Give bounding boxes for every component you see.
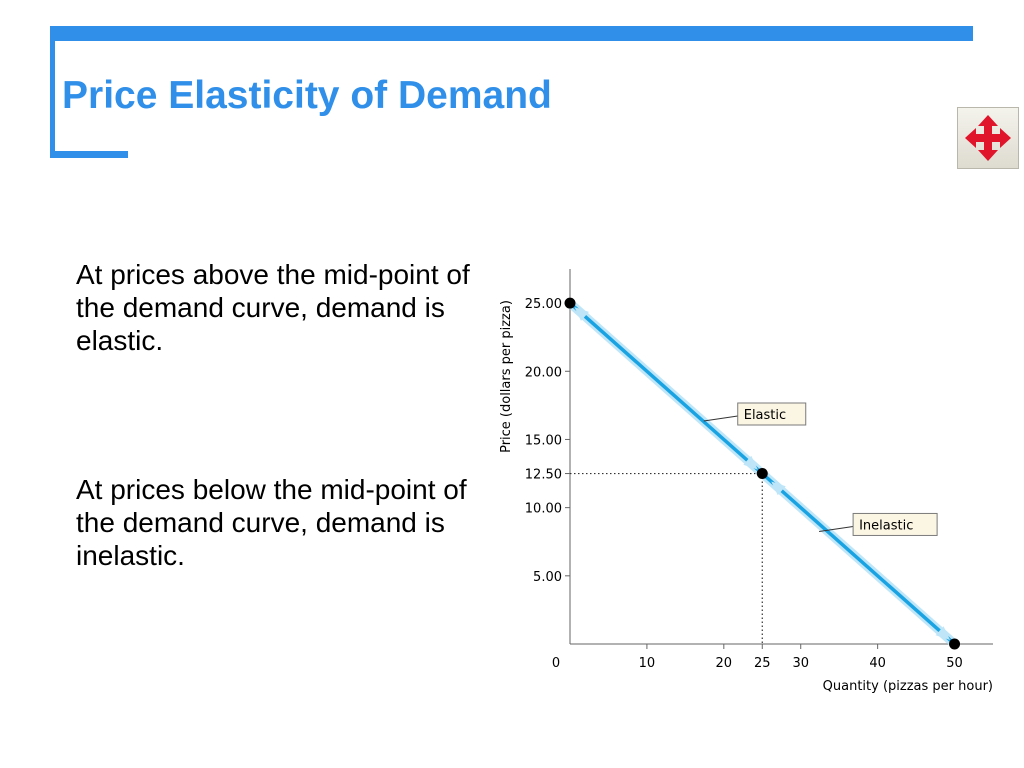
- elastic-description: At prices above the mid-point of the dem…: [76, 259, 470, 356]
- x-tick-label: 30: [792, 656, 809, 671]
- annotation-label: Elastic: [744, 408, 786, 423]
- data-point: [564, 297, 576, 309]
- navigation-button[interactable]: [957, 107, 1019, 169]
- x-tick-label: 25: [754, 656, 771, 671]
- arrowhead: [935, 626, 951, 641]
- header-bottom-accent: [50, 151, 128, 158]
- slide-title: Price Elasticity of Demand: [62, 74, 552, 117]
- annotation-leader-line: [819, 525, 854, 532]
- y-tick-label: 12.50: [525, 468, 562, 483]
- arrowhead: [574, 307, 589, 321]
- arrowhead: [743, 455, 758, 470]
- x-tick-label: 40: [869, 656, 886, 671]
- y-axis-label: Price (dollars per pizza): [499, 300, 514, 453]
- x-tick-label: 0: [552, 656, 560, 671]
- y-tick-label: 5.00: [533, 570, 562, 585]
- annotation-label: Inelastic: [859, 518, 913, 533]
- annotation-box: [852, 512, 938, 536]
- four-way-arrow-icon: [965, 115, 1011, 161]
- data-point: [949, 638, 961, 650]
- y-tick-label: 10.00: [525, 502, 562, 517]
- arrowhead: [771, 481, 786, 496]
- annotation-leader-line: [703, 415, 738, 422]
- inelastic-description: At prices below the mid-point of the dem…: [76, 474, 467, 571]
- x-tick-label: 50: [946, 656, 963, 671]
- y-tick-label: 20.00: [525, 365, 562, 380]
- x-axis-label: Quantity (pizzas per hour): [823, 679, 993, 694]
- x-tick-label: 10: [639, 656, 656, 671]
- annotation-box: [737, 402, 807, 426]
- demand-chart: 5.00 10.00 12.50 15.00 20.00 25.00 0 10 20 25 30 40…: [499, 269, 993, 694]
- header-accent-bar: [50, 26, 973, 41]
- x-tick-label: 20: [716, 656, 733, 671]
- data-point: [756, 468, 768, 480]
- y-tick-label: 15.00: [525, 433, 562, 448]
- y-tick-label: 25.00: [525, 297, 562, 312]
- header-left-accent: [50, 26, 55, 158]
